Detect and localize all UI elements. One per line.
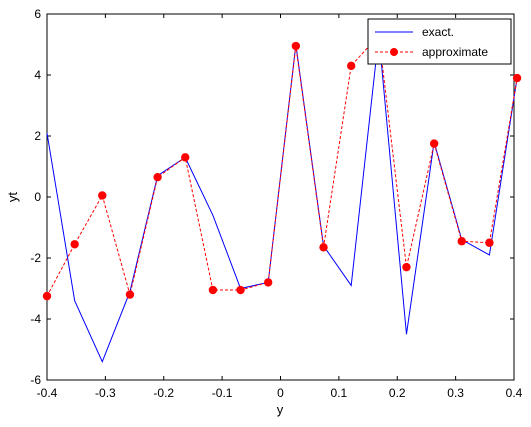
y-axis-label: yt <box>5 192 20 203</box>
y-axis: 6 4 2 0 -2 -4 -6 <box>30 7 514 387</box>
legend-approximate-marker <box>390 48 398 56</box>
data-point-approximate <box>346 61 356 71</box>
x-tick-label: 0 <box>277 386 284 400</box>
x-tick-label: 0.3 <box>447 386 464 400</box>
data-point-approximate <box>70 240 79 249</box>
data-point-approximate <box>181 153 190 162</box>
legend: exact. approximate <box>367 18 512 65</box>
y-tick-label: -4 <box>30 312 41 326</box>
x-tick-label: 0.4 <box>506 386 523 400</box>
y-tick-label: -6 <box>30 373 41 387</box>
data-point-approximate <box>457 237 466 246</box>
data-point-approximate <box>263 278 273 287</box>
data-point-approximate <box>291 41 301 51</box>
y-tick-label: -2 <box>30 251 41 265</box>
series-line-approximate <box>46 34 518 297</box>
data-point-approximate <box>512 73 522 83</box>
legend-approximate-label: approximate <box>422 45 488 59</box>
x-tick-label: -0.4 <box>37 386 58 400</box>
x-tick-label: -0.2 <box>153 386 174 400</box>
y-tick-label: 6 <box>34 7 41 21</box>
data-point-approximate <box>485 238 494 247</box>
x-axis: -0.4 -0.3 -0.2 -0.1 0 0.1 0.2 0.3 0.4 <box>37 14 523 400</box>
x-axis-label: y <box>277 402 284 417</box>
data-point-approximate <box>153 172 162 182</box>
y-tick-label: 2 <box>34 129 41 143</box>
data-point-approximate <box>208 285 218 295</box>
data-point-approximate <box>319 243 328 252</box>
data-point-approximate <box>98 191 107 200</box>
data-point-approximate <box>402 262 411 272</box>
x-tick-label: 0.2 <box>389 386 406 400</box>
x-tick-label: 0.1 <box>331 386 348 400</box>
y-tick-label: 0 <box>34 190 41 204</box>
data-point-approximate <box>429 139 439 148</box>
x-tick-label: -0.3 <box>95 386 116 400</box>
data-point-approximate <box>236 285 245 295</box>
data-point-approximate <box>125 290 135 299</box>
y-tick-label: 4 <box>34 68 41 82</box>
legend-box <box>367 18 512 65</box>
legend-exact-label: exact. <box>422 25 454 39</box>
x-tick-label: -0.1 <box>212 386 233 400</box>
data-point-approximate <box>42 291 52 301</box>
plot-area <box>46 13 515 381</box>
